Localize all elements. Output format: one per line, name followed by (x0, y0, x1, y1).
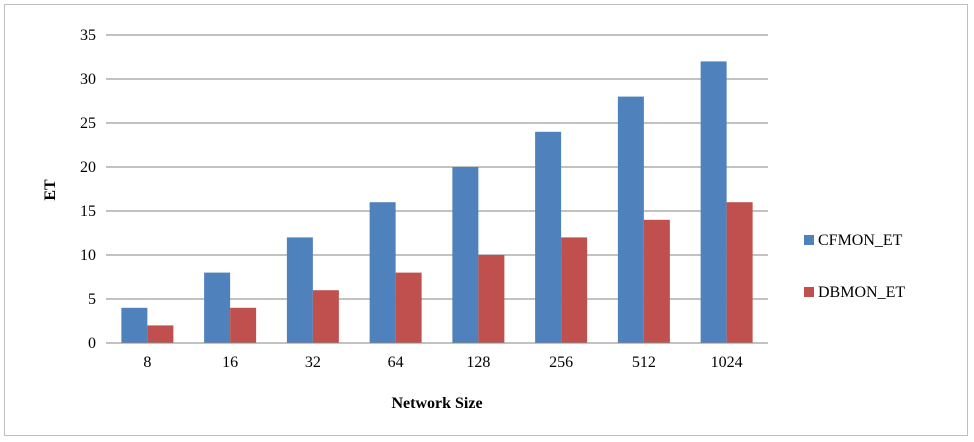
bar-dbmon-et (643, 219, 670, 343)
bar-dbmon-et (395, 272, 422, 343)
x-tick-label: 1024 (711, 354, 743, 371)
legend-swatch-cfmon-et (804, 235, 814, 245)
y-axis-title: ET (42, 179, 59, 201)
bar-dbmon-et (230, 307, 257, 343)
y-tick-label: 15 (80, 203, 96, 220)
x-tick-label: 8 (143, 354, 151, 371)
bar-dbmon-et (726, 202, 753, 343)
legend-swatch-dbmon-et (804, 287, 814, 297)
bar-cfmon-et (369, 202, 396, 343)
bar-cfmon-et (452, 167, 479, 343)
x-tick-label: 32 (305, 354, 321, 371)
y-tick-label: 0 (88, 335, 96, 352)
bar-cfmon-et (121, 307, 148, 343)
y-axis-ticks: 0 5 10 15 20 25 30 35 (80, 27, 96, 352)
bar-dbmon-et (478, 255, 505, 343)
x-tick-label: 64 (388, 354, 404, 371)
chart-frame (4, 4, 968, 436)
legend-label: DBMON_ET (818, 284, 905, 301)
bar-cfmon-et (204, 272, 231, 343)
x-axis-ticks: 8 16 32 64 128 256 512 1024 (143, 354, 742, 371)
y-tick-label: 10 (80, 247, 96, 264)
y-tick-label: 35 (80, 27, 96, 44)
legend: CFMON_ET DBMON_ET (804, 232, 905, 301)
bars (121, 61, 753, 344)
bar-dbmon-et (561, 237, 588, 343)
legend-label: CFMON_ET (818, 232, 903, 249)
x-tick-label: 512 (632, 354, 656, 371)
bar-cfmon-et (700, 61, 727, 344)
y-tick-label: 20 (80, 159, 96, 176)
y-tick-label: 5 (88, 291, 96, 308)
y-tick-label: 30 (80, 71, 96, 88)
x-tick-label: 128 (466, 354, 490, 371)
bar-dbmon-et (312, 290, 339, 343)
bar-cfmon-et (535, 131, 562, 343)
bar-dbmon-et (147, 325, 174, 343)
y-tick-label: 25 (80, 115, 96, 132)
x-axis-title: Network Size (391, 395, 482, 412)
bar-cfmon-et (617, 96, 644, 343)
x-tick-label: 16 (222, 354, 238, 371)
bar-cfmon-et (286, 237, 313, 343)
x-tick-label: 256 (549, 354, 573, 371)
